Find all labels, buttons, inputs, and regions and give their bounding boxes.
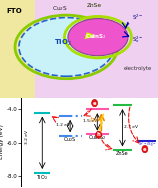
Circle shape bbox=[92, 99, 98, 107]
Text: $h\nu$: $h\nu$ bbox=[89, 115, 99, 124]
Circle shape bbox=[68, 19, 128, 56]
Text: e: e bbox=[93, 101, 96, 106]
Text: Cu$_2$S: Cu$_2$S bbox=[63, 135, 77, 144]
Text: 1.5 eV: 1.5 eV bbox=[83, 119, 97, 123]
Text: e: e bbox=[143, 147, 147, 152]
Circle shape bbox=[142, 146, 148, 153]
Text: FTO: FTO bbox=[6, 8, 22, 14]
Text: Cu$_2$S: Cu$_2$S bbox=[52, 4, 68, 13]
Text: S$^{2-}$/S$_x^{2-}$: S$^{2-}$/S$_x^{2-}$ bbox=[138, 139, 156, 150]
Bar bbox=[0, 0, 35, 98]
Text: 1.2 eV: 1.2 eV bbox=[56, 123, 70, 127]
Text: electrolyte: electrolyte bbox=[123, 66, 152, 71]
Text: ZnSe: ZnSe bbox=[116, 151, 129, 156]
Text: S$_x^{2-}$: S$_x^{2-}$ bbox=[132, 34, 143, 45]
Text: CuInS$_2$: CuInS$_2$ bbox=[85, 32, 107, 41]
Text: 2.7 eV: 2.7 eV bbox=[124, 125, 138, 129]
Text: S$^{2-}$: S$^{2-}$ bbox=[132, 12, 143, 22]
Text: h: h bbox=[97, 132, 100, 137]
Text: 3.2 eV: 3.2 eV bbox=[25, 130, 29, 144]
Circle shape bbox=[19, 18, 114, 76]
Wedge shape bbox=[85, 32, 95, 39]
Bar bbox=[35, 0, 158, 98]
Text: CuInS$_2$: CuInS$_2$ bbox=[88, 133, 106, 142]
Text: TiO$_2$: TiO$_2$ bbox=[36, 173, 48, 182]
Text: ZnSe: ZnSe bbox=[87, 3, 102, 8]
Text: TiO$_2$: TiO$_2$ bbox=[54, 38, 72, 48]
Y-axis label: Energy (eV): Energy (eV) bbox=[0, 124, 3, 159]
Circle shape bbox=[96, 131, 102, 138]
